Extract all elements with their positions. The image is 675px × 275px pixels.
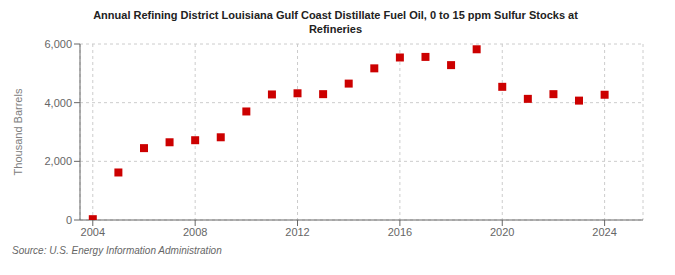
svg-text:Thousand Barrels: Thousand Barrels — [12, 88, 24, 175]
svg-text:6,000: 6,000 — [44, 38, 72, 50]
svg-text:2016: 2016 — [388, 226, 412, 238]
svg-text:2020: 2020 — [490, 226, 514, 238]
svg-text:2024: 2024 — [592, 226, 616, 238]
html-text:Source: U.S. Energy Informatio: Source: U.S. Energy Information Administ… — [12, 245, 222, 256]
svg-text:2012: 2012 — [285, 226, 309, 238]
svg-text:2,000: 2,000 — [44, 155, 72, 167]
svg-text:2004: 2004 — [81, 226, 105, 238]
svg-text:4,000: 4,000 — [44, 97, 72, 109]
svg-text:0: 0 — [66, 214, 72, 226]
html-text:Refineries: Refineries — [308, 23, 363, 35]
html-text:Annual Refining District Louis: Annual Refining District Louisiana Gulf … — [93, 9, 578, 21]
svg-text:2008: 2008 — [183, 226, 207, 238]
